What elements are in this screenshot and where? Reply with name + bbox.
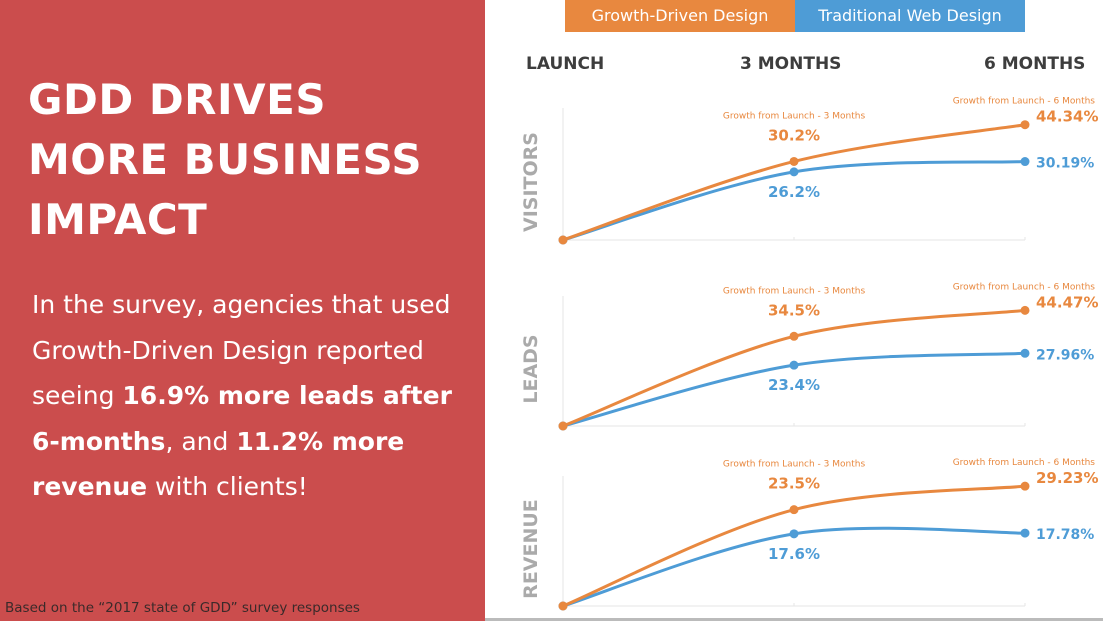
data-point-gdd [558,235,568,245]
annotation-6-months: Growth from Launch - 6 Months [953,282,1096,292]
data-point-gdd [1020,481,1030,491]
data-point-gdd [789,331,799,341]
summary-part: , and [165,426,237,456]
data-point-traditional [789,167,799,177]
annotation-3-months: Growth from Launch - 3 Months [723,286,866,296]
data-label-gdd: 29.23% [1036,469,1098,487]
data-point-traditional [789,529,799,539]
data-label-gdd: 44.34% [1036,108,1098,126]
data-label-gdd: 34.5% [768,301,820,319]
data-point-gdd [558,421,568,431]
data-point-gdd [789,505,799,515]
summary-text: In the survey, agencies that used Growth… [32,282,472,510]
data-label-traditional: 23.4% [768,376,820,394]
data-point-gdd [1020,305,1030,315]
column-header-3-months: 3 MONTHS [740,54,842,74]
title-line: MORE BUSINESS [28,135,423,184]
left-panel: GDD DRIVES MORE BUSINESS IMPACT In the s… [0,0,485,621]
legend-gdd: Growth-Driven Design [565,0,795,32]
summary-part: with clients! [147,472,308,502]
summary-part: In the survey, agencies that used Growth… [32,290,451,411]
data-label-traditional: 27.96% [1036,347,1094,363]
data-label-traditional: 30.19% [1036,156,1094,172]
bottom-border [485,618,1103,621]
y-axis-label-visitors: VISITORS [520,132,542,232]
legend-traditional: Traditional Web Design [795,0,1025,32]
annotation-3-months: Growth from Launch - 3 Months [723,460,866,470]
data-point-gdd [1020,120,1030,130]
summary-highlight-leads: 16.9% more leads after 6-months [32,381,452,456]
data-point-traditional [1020,157,1030,167]
data-label-traditional: 17.78% [1036,527,1094,543]
data-label-traditional: 26.2% [768,183,820,201]
annotation-3-months: Growth from Launch - 3 Months [723,111,866,121]
data-point-gdd [558,601,568,611]
annotation-6-months: Growth from Launch - 6 Months [953,458,1096,468]
data-point-gdd [789,156,799,166]
data-point-traditional [1020,528,1030,538]
column-header-6-months: 6 MONTHS [984,54,1086,74]
y-axis-label-revenue: REVENUE [520,499,542,599]
series-line-traditional [562,526,1026,608]
data-point-traditional [1020,348,1030,358]
data-label-gdd: 44.47% [1036,293,1098,311]
title-line: GDD DRIVES [28,75,327,124]
data-point-traditional [789,360,799,370]
summary-highlight-revenue: 11.2% more revenue [32,426,405,502]
legend: Growth-Driven Design Traditional Web Des… [565,0,1025,32]
data-label-gdd: 23.5% [768,475,820,493]
title-line: IMPACT [28,195,208,244]
annotation-6-months: Growth from Launch - 6 Months [953,97,1096,107]
y-axis-label-leads: LEADS [520,334,542,403]
data-label-gdd: 30.2% [768,126,820,144]
column-header-launch: LAUNCH [526,54,605,74]
data-label-traditional: 17.6% [768,545,820,563]
source-footnote: Based on the “2017 state of GDD” survey … [5,600,360,616]
page-title: GDD DRIVES MORE BUSINESS IMPACT [28,70,422,250]
